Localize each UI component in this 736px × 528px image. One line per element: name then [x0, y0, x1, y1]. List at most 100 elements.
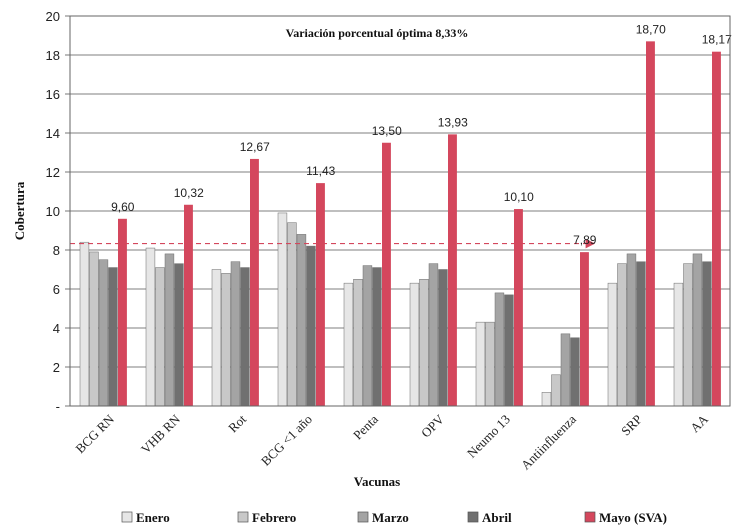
data-label: 11,43	[306, 164, 335, 178]
bar-marzo	[428, 263, 439, 407]
annotation-optimal-variation: Variación porcentual óptima 8,33%	[286, 26, 469, 40]
bar-enero	[673, 282, 684, 407]
bar-mayo-sva	[250, 158, 259, 406]
y-tick-label: -	[56, 399, 60, 414]
y-tick-label: 14	[46, 126, 60, 141]
legend-swatch	[467, 511, 479, 523]
bar-marzo	[164, 253, 175, 407]
legend: Enero Febrero Marzo Abril Mayo (SVA)	[121, 510, 667, 525]
x-tick-label: Penta	[350, 411, 381, 442]
bar-enero	[409, 282, 420, 407]
bar-marzo	[626, 253, 637, 407]
bar-enero	[79, 241, 90, 407]
bar-febrero	[551, 374, 561, 407]
bar-marzo	[494, 292, 505, 407]
legend-label: Marzo	[372, 510, 409, 525]
bar-abril	[372, 267, 382, 407]
bar-febrero	[353, 279, 363, 407]
bar-mayo-sva	[448, 134, 457, 407]
data-labels: 9,60 10,32 12,67 11,43 13,50 13,93 10,10 7,89 18…	[111, 22, 732, 247]
bar-mayo-sva	[316, 183, 325, 406]
bar-marzo	[692, 253, 703, 407]
x-tick-label: Neumo 13	[464, 412, 513, 461]
bar-mayo-sva	[514, 209, 523, 406]
x-tick-label: SRP	[618, 412, 645, 439]
bar-mayo-sva	[646, 41, 655, 406]
bar-febrero	[155, 267, 165, 407]
bar-marzo	[98, 259, 109, 407]
y-tick-label: 8	[53, 243, 60, 258]
legend-swatch	[121, 511, 133, 523]
x-tick-label: Rot	[225, 411, 249, 435]
y-axis-title: Cobertura	[12, 181, 27, 240]
bar-abril	[570, 337, 580, 407]
y-tick-label: 18	[46, 48, 60, 63]
bar-febrero	[617, 263, 627, 407]
x-tick-label: BCG RN	[72, 411, 117, 456]
bar-abril	[174, 263, 184, 407]
bar-abril	[306, 245, 316, 407]
data-label: 18,70	[636, 22, 666, 36]
legend-swatch	[357, 511, 369, 523]
data-label: 12,67	[240, 140, 270, 154]
bar-febrero	[221, 273, 231, 407]
bar-febrero	[419, 279, 429, 407]
legend-label: Mayo (SVA)	[599, 510, 667, 525]
y-tick-label: 20	[46, 9, 60, 24]
bar-marzo	[362, 265, 373, 407]
x-tick-label: AA	[687, 411, 711, 435]
bar-mayo-sva	[712, 51, 721, 407]
data-label: 10,32	[174, 186, 204, 200]
bar-marzo	[296, 234, 307, 407]
bar-abril	[108, 267, 118, 407]
bar-enero	[277, 212, 288, 407]
legend-label: Abril	[482, 510, 512, 525]
bar-marzo	[560, 333, 571, 407]
bar-marzo	[230, 261, 241, 407]
x-tick-label: VHB RN	[138, 411, 184, 457]
bar-enero	[343, 282, 354, 407]
bar-enero	[475, 321, 486, 407]
data-label: 7,89	[573, 233, 597, 247]
bar-enero	[607, 282, 618, 407]
bar-abril	[240, 267, 250, 407]
y-tick-label: 2	[53, 360, 60, 375]
bar-enero	[541, 392, 552, 407]
bar-abril	[702, 261, 712, 407]
y-tick-label: 10	[46, 204, 60, 219]
y-tick-label: 4	[53, 321, 60, 336]
bar-abril	[438, 269, 448, 407]
data-label: 13,93	[438, 115, 468, 129]
data-label: 9,60	[111, 200, 135, 214]
y-tick-label: 6	[53, 282, 60, 297]
bar-abril	[504, 294, 514, 407]
bar-mayo-sva	[118, 218, 127, 406]
bar-mayo-sva	[382, 142, 391, 406]
y-tick-label: 12	[46, 165, 60, 180]
legend-label: Enero	[136, 510, 170, 525]
data-label: 10,10	[504, 190, 534, 204]
bar-febrero	[485, 321, 495, 407]
bar-mayo-sva	[580, 252, 589, 406]
bar-mayo-sva	[184, 204, 193, 406]
x-tick-labels: BCG RN VHB RN Rot BCG <1 año Penta OPV Neumo 1…	[72, 411, 711, 473]
x-tick-label: OPV	[418, 411, 447, 440]
bar-enero	[211, 269, 222, 407]
bars	[79, 41, 721, 407]
legend-label: Febrero	[252, 510, 296, 525]
plot-frame	[69, 15, 731, 407]
x-tick-label: Antiinfluenza	[518, 411, 579, 472]
bar-febrero	[89, 251, 99, 407]
x-tick-label: BCG <1 año	[258, 412, 315, 469]
y-tick-label: 16	[46, 87, 60, 102]
bar-febrero	[287, 222, 297, 407]
legend-swatch	[584, 511, 596, 523]
legend-swatch	[237, 511, 249, 523]
bar-abril	[636, 261, 646, 407]
x-axis-title: Vacunas	[354, 474, 400, 489]
bar-febrero	[683, 263, 693, 407]
y-tick-labels: - 2 4 6 8 10 12 14 16 18 20	[46, 9, 60, 414]
data-label: 13,50	[372, 124, 402, 138]
bar-enero	[145, 247, 156, 407]
